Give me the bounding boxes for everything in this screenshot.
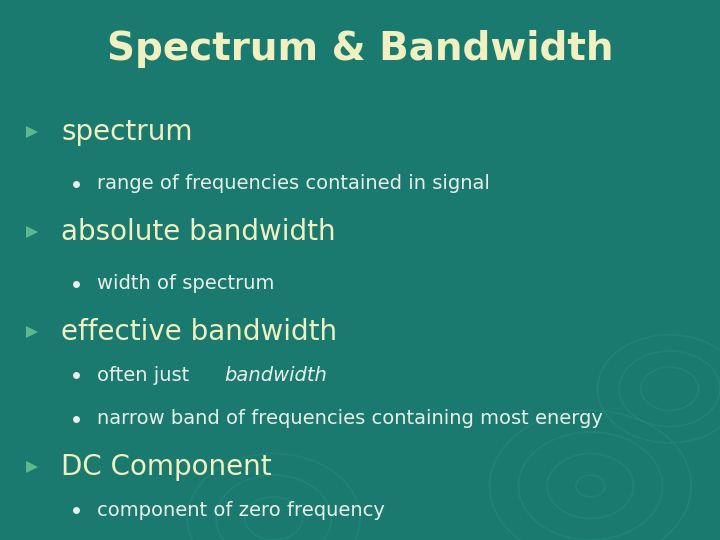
Text: range of frequencies contained in signal: range of frequencies contained in signal xyxy=(97,174,490,193)
Text: effective bandwidth: effective bandwidth xyxy=(61,318,338,346)
Text: bandwidth: bandwidth xyxy=(225,366,327,385)
Text: often just: often just xyxy=(97,366,196,385)
Text: spectrum: spectrum xyxy=(61,118,193,146)
Text: DC Component: DC Component xyxy=(61,453,272,481)
Text: absolute bandwidth: absolute bandwidth xyxy=(61,218,336,246)
Text: narrow band of frequencies containing most energy: narrow band of frequencies containing mo… xyxy=(97,409,603,428)
Text: Spectrum & Bandwidth: Spectrum & Bandwidth xyxy=(107,30,613,68)
Text: width of spectrum: width of spectrum xyxy=(97,274,274,293)
Text: component of zero frequency: component of zero frequency xyxy=(97,501,385,520)
